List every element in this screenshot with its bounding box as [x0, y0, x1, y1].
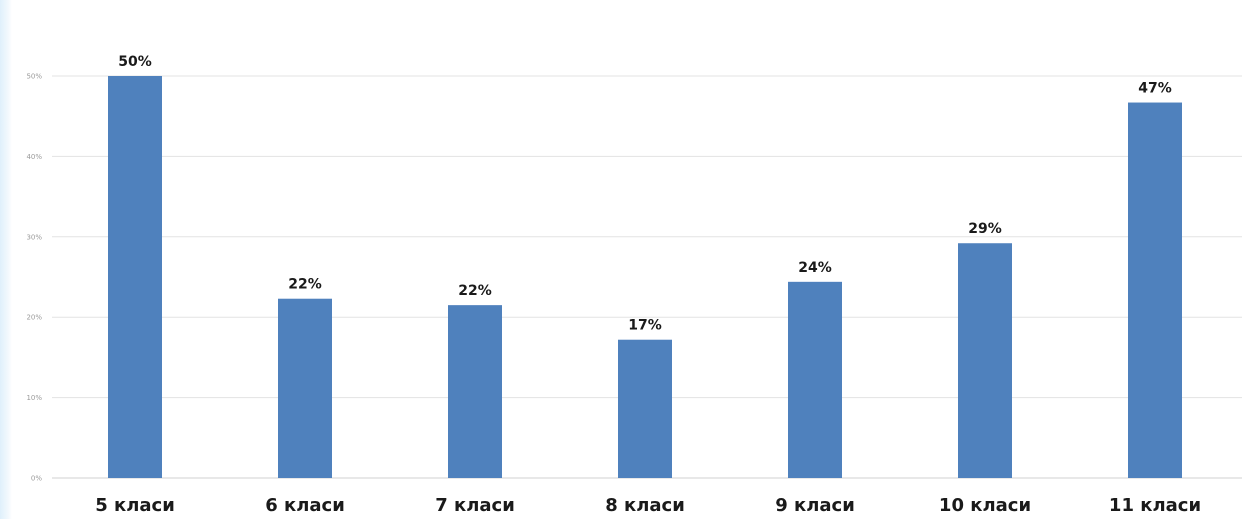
x-category-label: 10 класи: [939, 495, 1031, 516]
x-category-label: 11 класи: [1109, 495, 1201, 516]
x-category-label: 5 класи: [95, 495, 175, 516]
x-axis-categories: 5 класи 6 класи 7 класи 8 класи 9 класи 10 кл…: [95, 495, 1201, 516]
y-tick-label: 40%: [26, 153, 42, 161]
y-tick-label: 20%: [26, 314, 42, 322]
bar-data-label: 50%: [118, 54, 152, 70]
x-category-label: 9 класи: [775, 495, 855, 516]
bar-data-label: 22%: [288, 277, 322, 293]
bar: [618, 339, 672, 478]
data-labels: 50% 22% 22% 17% 24% 29% 47%: [118, 54, 1172, 334]
y-tick-label: 10%: [26, 394, 42, 402]
bar-data-label: 24%: [798, 260, 832, 276]
x-category-label: 8 класи: [605, 495, 685, 516]
y-tick-label: 0%: [31, 475, 42, 483]
bar-data-label: 29%: [968, 221, 1002, 237]
y-tick-label: 50%: [26, 73, 42, 81]
bar: [108, 76, 162, 478]
bar-data-label: 22%: [458, 283, 492, 299]
bar: [788, 281, 842, 478]
bar-data-label: 17%: [628, 318, 662, 334]
x-category-label: 7 класи: [435, 495, 515, 516]
y-axis-ticks: 0% 10% 20% 30% 40% 50%: [26, 73, 42, 483]
bar: [1128, 102, 1182, 479]
left-edge-strip: [0, 0, 12, 519]
y-tick-label: 30%: [26, 233, 42, 241]
bars: [108, 76, 1182, 479]
bar: [448, 305, 502, 478]
bar: [278, 298, 332, 478]
bar-data-label: 47%: [1138, 81, 1172, 97]
x-category-label: 6 класи: [265, 495, 345, 516]
bar: [958, 243, 1012, 478]
